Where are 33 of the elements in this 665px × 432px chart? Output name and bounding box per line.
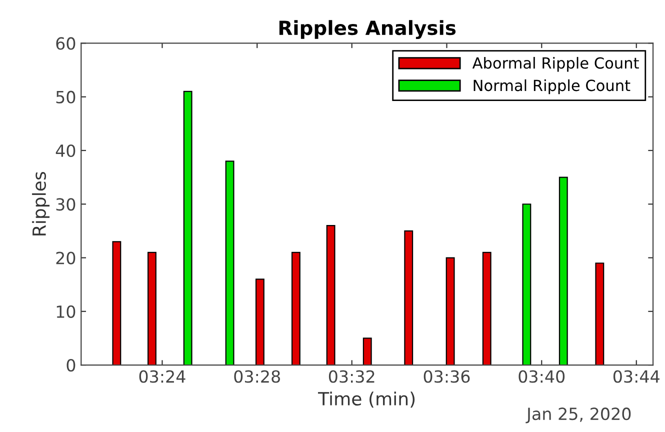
bar	[482, 252, 492, 366]
y-tick-label: 30	[56, 198, 76, 211]
bar	[558, 176, 568, 366]
bar	[148, 252, 156, 366]
x-tick-label: 03:28	[234, 370, 280, 383]
legend-label: Normal Ripple Count	[474, 79, 630, 94]
chart-title: Ripples Analysis	[279, 20, 456, 40]
y-tick-label: 40	[56, 144, 76, 158]
bar	[225, 160, 234, 366]
bar	[595, 262, 604, 366]
y-tick-label: 60	[56, 37, 76, 50]
y-tick-label: 10	[56, 305, 76, 318]
bar	[446, 257, 455, 366]
bar	[291, 252, 300, 366]
x-axis-title: Time (min)	[318, 392, 415, 408]
y-axis-title: Ripples	[32, 172, 50, 236]
bar	[362, 338, 372, 366]
bar	[183, 90, 192, 366]
y-tick-label: 20	[56, 252, 76, 264]
bar	[255, 278, 264, 366]
x-tick-label: 03:40	[518, 370, 565, 383]
x-tick-label: 03:36	[424, 370, 470, 383]
bar	[326, 225, 336, 366]
legend-label: Abormal Ripple Count	[472, 56, 639, 72]
bar	[112, 241, 122, 366]
x-tick-label: 03:32	[328, 370, 374, 383]
bar	[404, 230, 414, 366]
y-tick-label: 50	[56, 90, 76, 104]
y-tick-label: 0	[66, 359, 76, 372]
bar	[522, 204, 532, 366]
x-tick-label: 03:44	[613, 370, 660, 383]
text: Jan 25, 2020	[526, 408, 631, 424]
x-tick-label: 03:24	[139, 370, 186, 383]
